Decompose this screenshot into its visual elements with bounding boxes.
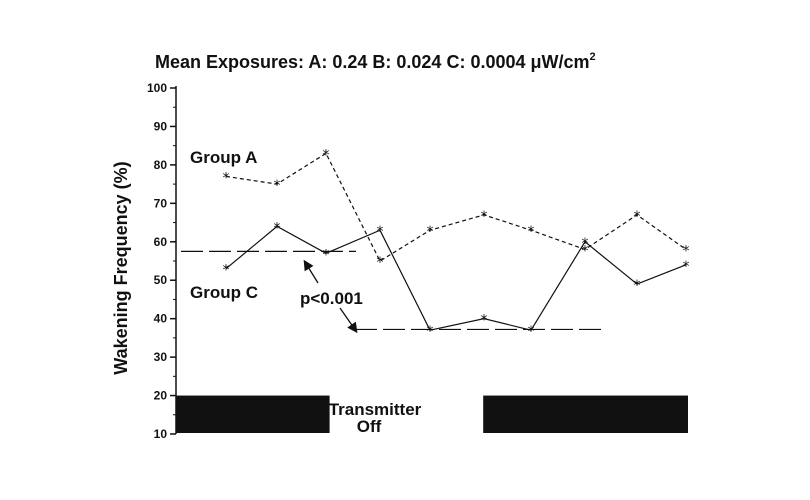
series-lines: * ******************* [223,147,690,340]
group-mean-lines [181,250,607,331]
group-a-point: * [323,147,330,163]
group-a-point: * [223,170,230,186]
group-c-point: * [323,247,330,263]
y-tick-label: 80 [154,158,168,172]
y-axis-label: Wakening Frequency (%) [111,161,131,374]
group-c-point: * [427,324,434,340]
group-c-point: * [223,263,230,279]
y-tick-label: 50 [154,273,168,287]
chart-title: Mean Exposures: A: 0.24 B: 0.024 C: 0.00… [155,51,596,72]
group-a-point: * [683,243,690,259]
off-label: Off [357,417,382,436]
axes: 10 20 30 40 50 60 70 80 90 100 [147,81,177,441]
y-tick-label: 20 [154,389,168,403]
title-superscript: 2 [590,51,596,63]
group-a-point: * [582,243,589,259]
group-c-point: * [481,313,488,329]
transmitter-on-blocks [176,395,688,433]
y-tick-label: 30 [154,350,168,364]
transmitter-label: Transmitter [329,400,422,419]
group-a-point: * [528,224,535,240]
group-a-point: * [481,209,488,225]
group-c-point: * [634,278,641,294]
group-a-point: * [634,209,641,225]
p-value-arrow-down [339,307,358,334]
y-tick-label: 40 [154,312,168,326]
p-value-label: p<0.001 [300,289,363,308]
group-a-point: * [427,224,434,240]
group-c-point: * [274,220,281,236]
y-tick-label: 90 [154,119,168,133]
y-tick-label: 70 [154,196,168,210]
group-c-label: Group C [190,283,258,302]
transmitter-on-block [176,395,330,433]
p-value-arrow-up [303,259,319,284]
y-tick-label: 60 [154,235,168,249]
group-a-label: Group A [190,148,257,167]
group-c-point: * [683,259,690,275]
group-c-line [225,225,687,331]
group-a-line [225,152,687,262]
group-c-point: * [582,236,589,252]
group-c-point: * [377,224,384,240]
group-a-point: * [274,178,281,194]
group-a-point: * [377,255,384,271]
y-tick-label: 100 [147,81,167,95]
y-tick-label: 10 [154,427,168,441]
transmitter-on-block [483,395,688,433]
group-c-point: * [528,324,535,340]
